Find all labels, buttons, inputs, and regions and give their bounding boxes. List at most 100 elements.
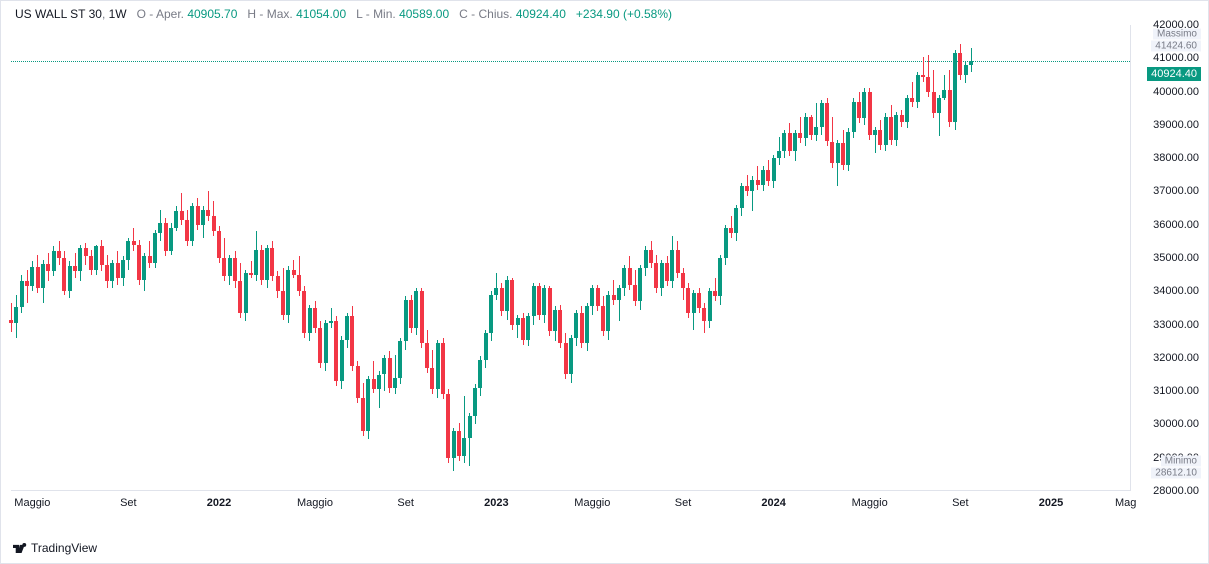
candle[interactable] xyxy=(302,25,306,491)
candle[interactable] xyxy=(260,25,264,491)
candle[interactable] xyxy=(249,25,253,491)
candle[interactable] xyxy=(681,25,685,491)
candle[interactable] xyxy=(718,25,722,491)
candle[interactable] xyxy=(948,25,952,491)
candle[interactable] xyxy=(468,25,472,491)
candle[interactable] xyxy=(153,25,157,491)
candle[interactable] xyxy=(366,25,370,491)
candle[interactable] xyxy=(452,25,456,491)
candle[interactable] xyxy=(745,25,749,491)
candle[interactable] xyxy=(436,25,440,491)
candle[interactable] xyxy=(281,25,285,491)
candle[interactable] xyxy=(313,25,317,491)
candle[interactable] xyxy=(420,25,424,491)
candle[interactable] xyxy=(425,25,429,491)
candle[interactable] xyxy=(644,25,648,491)
candle[interactable] xyxy=(142,25,146,491)
candle[interactable] xyxy=(36,25,40,491)
candle[interactable] xyxy=(473,25,477,491)
candle[interactable] xyxy=(761,25,765,491)
candle[interactable] xyxy=(190,25,194,491)
candle[interactable] xyxy=(734,25,738,491)
candle[interactable] xyxy=(30,25,34,491)
candle[interactable] xyxy=(457,25,461,491)
candle[interactable] xyxy=(297,25,301,491)
candle[interactable] xyxy=(361,25,365,491)
candle[interactable] xyxy=(382,25,386,491)
candle[interactable] xyxy=(409,25,413,491)
candle[interactable] xyxy=(430,25,434,491)
candle[interactable] xyxy=(25,25,29,491)
candle[interactable] xyxy=(686,25,690,491)
y-axis[interactable]: 28000.0029000.0030000.0031000.0032000.00… xyxy=(1133,25,1203,491)
candle[interactable] xyxy=(569,25,573,491)
candle[interactable] xyxy=(84,25,88,491)
candle[interactable] xyxy=(308,25,312,491)
candle[interactable] xyxy=(494,25,498,491)
candle[interactable] xyxy=(910,25,914,491)
candle[interactable] xyxy=(660,25,664,491)
candle[interactable] xyxy=(622,25,626,491)
candle[interactable] xyxy=(676,25,680,491)
candle[interactable] xyxy=(356,25,360,491)
candle[interactable] xyxy=(937,25,941,491)
candle[interactable] xyxy=(580,25,584,491)
candle[interactable] xyxy=(265,25,269,491)
candle[interactable] xyxy=(606,25,610,491)
candle[interactable] xyxy=(526,25,530,491)
candle[interactable] xyxy=(900,25,904,491)
candle[interactable] xyxy=(201,25,205,491)
candle[interactable] xyxy=(766,25,770,491)
candle[interactable] xyxy=(110,25,114,491)
candle[interactable] xyxy=(324,25,328,491)
candle[interactable] xyxy=(9,25,13,491)
candle[interactable] xyxy=(41,25,45,491)
candle[interactable] xyxy=(137,25,141,491)
candle[interactable] xyxy=(489,25,493,491)
candle[interactable] xyxy=(564,25,568,491)
candle[interactable] xyxy=(270,25,274,491)
candle[interactable] xyxy=(185,25,189,491)
candle[interactable] xyxy=(398,25,402,491)
candle[interactable] xyxy=(169,25,173,491)
candle[interactable] xyxy=(889,25,893,491)
candle[interactable] xyxy=(958,25,962,491)
candle[interactable] xyxy=(334,25,338,491)
candle[interactable] xyxy=(830,25,834,491)
candle[interactable] xyxy=(206,25,210,491)
candle[interactable] xyxy=(804,25,808,491)
candle[interactable] xyxy=(814,25,818,491)
candle[interactable] xyxy=(254,25,258,491)
candle[interactable] xyxy=(553,25,557,491)
candle[interactable] xyxy=(921,25,925,491)
candle[interactable] xyxy=(537,25,541,491)
candle[interactable] xyxy=(724,25,728,491)
candle[interactable] xyxy=(750,25,754,491)
candle[interactable] xyxy=(52,25,56,491)
candle[interactable] xyxy=(846,25,850,491)
interval[interactable]: 1W xyxy=(109,7,127,21)
candle[interactable] xyxy=(89,25,93,491)
candle[interactable] xyxy=(884,25,888,491)
candle[interactable] xyxy=(340,25,344,491)
candle[interactable] xyxy=(702,25,706,491)
candle[interactable] xyxy=(62,25,66,491)
candle[interactable] xyxy=(105,25,109,491)
candle[interactable] xyxy=(585,25,589,491)
candle[interactable] xyxy=(388,25,392,491)
candle[interactable] xyxy=(542,25,546,491)
candle[interactable] xyxy=(777,25,781,491)
candle[interactable] xyxy=(20,25,24,491)
candle[interactable] xyxy=(446,25,450,491)
candle[interactable] xyxy=(574,25,578,491)
candle[interactable] xyxy=(926,25,930,491)
candle[interactable] xyxy=(772,25,776,491)
candle[interactable] xyxy=(862,25,866,491)
candle[interactable] xyxy=(633,25,637,491)
candle[interactable] xyxy=(729,25,733,491)
candle[interactable] xyxy=(825,25,829,491)
candle[interactable] xyxy=(393,25,397,491)
candle[interactable] xyxy=(590,25,594,491)
candle[interactable] xyxy=(441,25,445,491)
candle[interactable] xyxy=(46,25,50,491)
